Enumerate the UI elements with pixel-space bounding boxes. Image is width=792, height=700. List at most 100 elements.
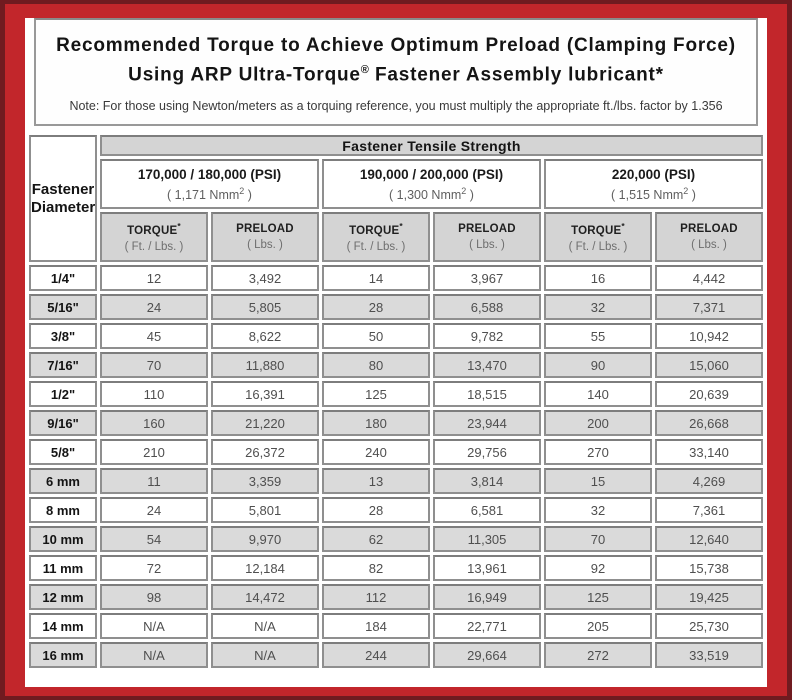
value-cell: 16,391 bbox=[211, 381, 319, 408]
table-row: 1/4" 12 3,492 14 3,967 16 4,442 bbox=[29, 265, 763, 292]
diameter-cell: 8 mm bbox=[29, 497, 97, 524]
value-cell: 205 bbox=[544, 613, 652, 640]
value-cell: 270 bbox=[544, 439, 652, 466]
fastener-diameter-header: Fastener Diameter bbox=[29, 135, 97, 263]
table-row: 16 mm N/A N/A 244 29,664 272 33,519 bbox=[29, 642, 763, 669]
value-cell: 28 bbox=[322, 497, 430, 524]
value-cell: 80 bbox=[322, 352, 430, 379]
value-cell: 9,782 bbox=[433, 323, 541, 350]
unit-header-row: TORQUE* ( Ft. / Lbs. ) PRELOAD ( Lbs. ) … bbox=[29, 212, 763, 263]
tensile-strength-row: Fastener Diameter Fastener Tensile Stren… bbox=[29, 135, 763, 263]
value-cell: 11 bbox=[100, 468, 208, 495]
value-cell: 29,756 bbox=[433, 439, 541, 466]
value-cell: 26,372 bbox=[211, 439, 319, 466]
psi-label: 190,000 / 200,000 (PSI) bbox=[359, 166, 504, 182]
table-row: 10 mm 54 9,970 62 11,305 70 12,640 bbox=[29, 526, 763, 553]
value-cell: 6,581 bbox=[433, 497, 541, 524]
psi-label: 170,000 / 180,000 (PSI) bbox=[137, 166, 282, 182]
torque-table-body: 1/4" 12 3,492 14 3,967 16 4,442 5/16" 24 5,805 28 6… bbox=[29, 265, 763, 669]
value-cell: 3,967 bbox=[433, 265, 541, 292]
registered-trademark-symbol: ® bbox=[360, 64, 369, 76]
value-cell: 19,425 bbox=[655, 584, 763, 611]
value-cell: 25,730 bbox=[655, 613, 763, 640]
table-row: 7/16" 70 11,880 80 13,470 90 15,060 bbox=[29, 352, 763, 379]
preload-column-header: PRELOAD ( Lbs. ) bbox=[655, 212, 763, 263]
table-row: 14 mm N/A N/A 184 22,771 205 25,730 bbox=[29, 613, 763, 640]
value-cell: 160 bbox=[100, 410, 208, 437]
note-text: Note: For those using Newton/meters as a… bbox=[69, 99, 723, 114]
diameter-cell: 5/16" bbox=[29, 294, 97, 321]
value-cell: N/A bbox=[100, 642, 208, 669]
nmm-label: ( 1,300 Nmm2 ) bbox=[389, 185, 474, 202]
table-row: 6 mm 11 3,359 13 3,814 15 4,269 bbox=[29, 468, 763, 495]
psi-group-row: 170,000 / 180,000 (PSI) ( 1,171 Nmm2 ) 1… bbox=[29, 159, 763, 210]
value-cell: 29,664 bbox=[433, 642, 541, 669]
value-cell: 21,220 bbox=[211, 410, 319, 437]
value-cell: 15 bbox=[544, 468, 652, 495]
value-cell: 4,442 bbox=[655, 265, 763, 292]
value-cell: 110 bbox=[100, 381, 208, 408]
value-cell: 72 bbox=[100, 555, 208, 582]
table-row: 8 mm 24 5,801 28 6,581 32 7,361 bbox=[29, 497, 763, 524]
table-row: 12 mm 98 14,472 112 16,949 125 19,425 bbox=[29, 584, 763, 611]
value-cell: 15,738 bbox=[655, 555, 763, 582]
value-cell: N/A bbox=[100, 613, 208, 640]
value-cell: 13,470 bbox=[433, 352, 541, 379]
table-row: 5/16" 24 5,805 28 6,588 32 7,371 bbox=[29, 294, 763, 321]
value-cell: 272 bbox=[544, 642, 652, 669]
value-cell: 98 bbox=[100, 584, 208, 611]
value-cell: 54 bbox=[100, 526, 208, 553]
value-cell: 125 bbox=[322, 381, 430, 408]
diameter-header-line1: Fastener bbox=[31, 180, 95, 198]
value-cell: 10,942 bbox=[655, 323, 763, 350]
value-cell: 45 bbox=[100, 323, 208, 350]
value-cell: 16 bbox=[544, 265, 652, 292]
value-cell: 200 bbox=[544, 410, 652, 437]
preload-column-header: PRELOAD ( Lbs. ) bbox=[433, 212, 541, 263]
value-cell: 7,371 bbox=[655, 294, 763, 321]
value-cell: 3,492 bbox=[211, 265, 319, 292]
table-row: 11 mm 72 12,184 82 13,961 92 15,738 bbox=[29, 555, 763, 582]
value-cell: 140 bbox=[544, 381, 652, 408]
value-cell: 8,622 bbox=[211, 323, 319, 350]
value-cell: 15,060 bbox=[655, 352, 763, 379]
value-cell: 125 bbox=[544, 584, 652, 611]
psi-group-header-220: 220,000 (PSI) ( 1,515 Nmm2 ) bbox=[544, 159, 763, 210]
value-cell: 112 bbox=[322, 584, 430, 611]
value-cell: N/A bbox=[211, 613, 319, 640]
nmm-label: ( 1,171 Nmm2 ) bbox=[167, 185, 252, 202]
value-cell: 62 bbox=[322, 526, 430, 553]
value-cell: 18,515 bbox=[433, 381, 541, 408]
value-cell: 33,140 bbox=[655, 439, 763, 466]
table-row: 3/8" 45 8,622 50 9,782 55 10,942 bbox=[29, 323, 763, 350]
value-cell: 33,519 bbox=[655, 642, 763, 669]
value-cell: 92 bbox=[544, 555, 652, 582]
value-cell: 24 bbox=[100, 294, 208, 321]
value-cell: 13 bbox=[322, 468, 430, 495]
value-cell: 3,814 bbox=[433, 468, 541, 495]
value-cell: 70 bbox=[100, 352, 208, 379]
value-cell: 32 bbox=[544, 497, 652, 524]
value-cell: 13,961 bbox=[433, 555, 541, 582]
value-cell: 22,771 bbox=[433, 613, 541, 640]
value-cell: 3,359 bbox=[211, 468, 319, 495]
diameter-cell: 12 mm bbox=[29, 584, 97, 611]
value-cell: 28 bbox=[322, 294, 430, 321]
value-cell: 14 bbox=[322, 265, 430, 292]
value-cell: 24 bbox=[100, 497, 208, 524]
red-border-frame: Recommended Torque to Achieve Optimum Pr… bbox=[5, 4, 787, 696]
value-cell: 12,640 bbox=[655, 526, 763, 553]
value-cell: 20,639 bbox=[655, 381, 763, 408]
value-cell: 82 bbox=[322, 555, 430, 582]
value-cell: 7,361 bbox=[655, 497, 763, 524]
diameter-header-line2: Diameter bbox=[31, 198, 96, 216]
value-cell: 55 bbox=[544, 323, 652, 350]
title-line-2: Using ARP Ultra-Torque bbox=[128, 64, 361, 86]
page-title: Recommended Torque to Achieve Optimum Pr… bbox=[44, 33, 748, 87]
value-cell: 70 bbox=[544, 526, 652, 553]
torque-column-header: TORQUE* ( Ft. / Lbs. ) bbox=[322, 212, 430, 263]
value-cell: 6,588 bbox=[433, 294, 541, 321]
value-cell: 12,184 bbox=[211, 555, 319, 582]
value-cell: 14,472 bbox=[211, 584, 319, 611]
diameter-cell: 16 mm bbox=[29, 642, 97, 669]
